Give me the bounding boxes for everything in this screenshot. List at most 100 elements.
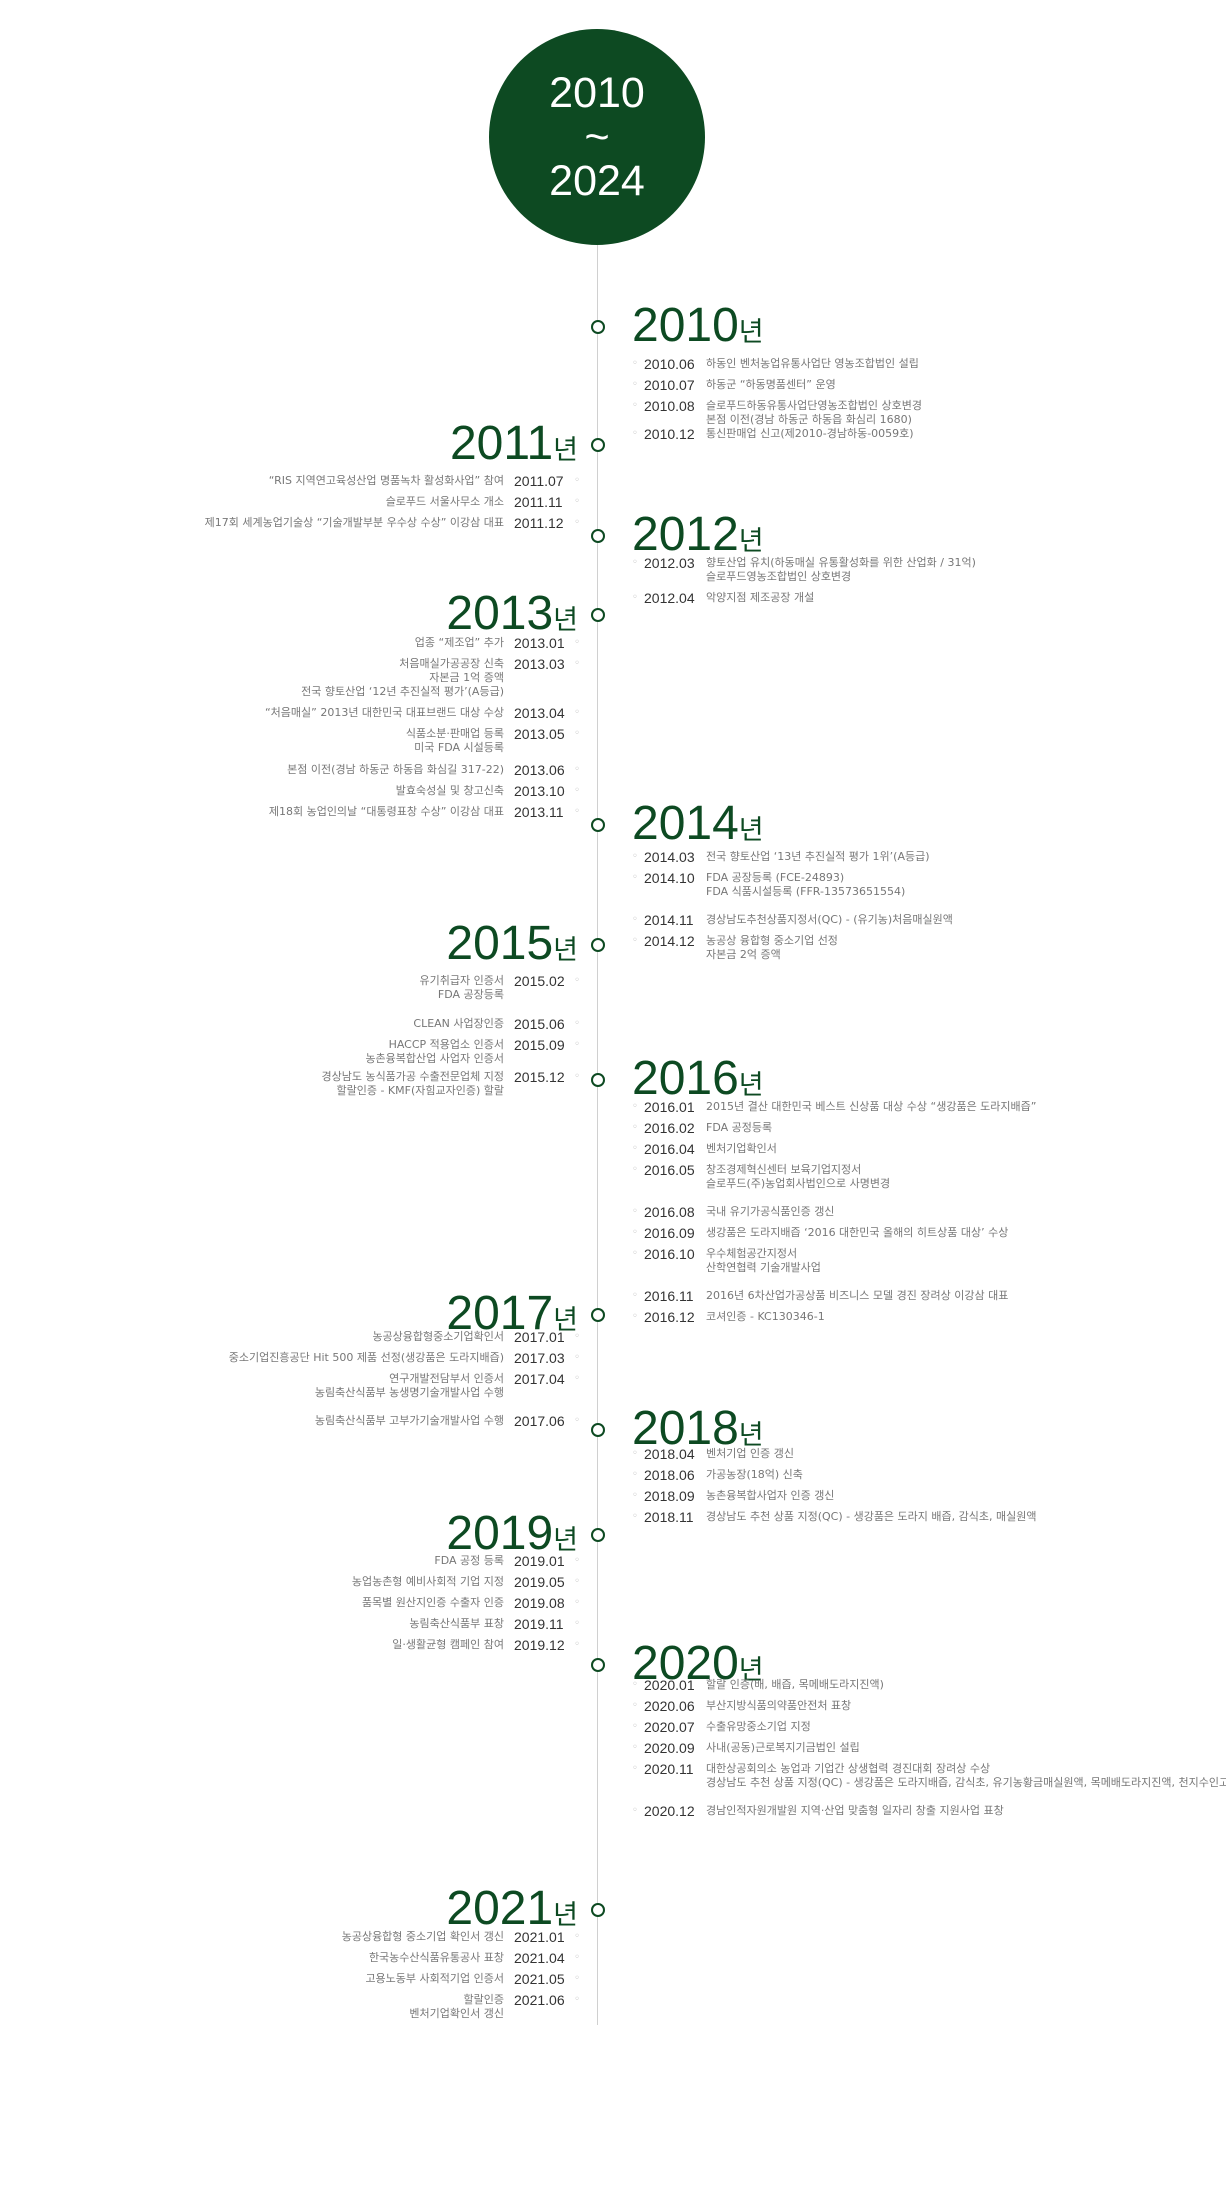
timeline-event: ◦ 2016.10 우수체험공간지정서 산학연협력 기술개발사업 [632, 1247, 821, 1275]
year-suffix: 년 [738, 1420, 764, 1450]
event-description: 수출유망중소기업 지정 [706, 1720, 811, 1734]
event-description: 본점 이전(경남 하동군 하동읍 화심길 317-22) [287, 763, 504, 777]
year-marker-2016 [591, 1073, 605, 1087]
event-text-line: CLEAN 사업장인증 [413, 1017, 504, 1030]
event-text-line: 농림축산식품부 농생명기술개발사업 수행 [314, 1386, 504, 1399]
event-text-line: 전국 향토산업 ‘13년 추진실적 평가 1위’(A등급) [706, 850, 930, 863]
event-bullet-icon: ◦ [574, 1639, 580, 1650]
timeline-event: ◦ 2020.12 경남인적자원개발원 지역·산업 맞춤형 일자리 창출 지원사업 … [632, 1804, 1004, 1818]
year-heading-2021: 2021년 [446, 1885, 578, 1933]
event-description: 생강품은 도라지배즙 ‘2016 대한민국 올해의 히트상품 대상’ 수상 [706, 1226, 1008, 1240]
year-suffix: 년 [738, 815, 764, 845]
event-description: 할랄인증 벤처기업확인서 갱신 [409, 1993, 504, 2021]
event-bullet-icon: ◦ [574, 1039, 580, 1050]
event-bullet-icon: ◦ [574, 764, 580, 775]
year-heading-2011: 2011년 [450, 420, 578, 468]
year-heading-2019: 2019년 [446, 1510, 578, 1558]
event-date: 2017.06 [514, 1413, 565, 1429]
event-description: 벤처기업확인서 [706, 1142, 777, 1156]
event-bullet-icon: ◦ [574, 517, 580, 528]
event-text-line: 사내(공동)근로복지기금법인 설립 [706, 1741, 860, 1754]
timeline-event: 경상남도 농식품가공 수출전문업체 지정 할랄인증 - KMF(자힘교자인증) 할… [321, 1070, 580, 1098]
event-bullet-icon: ◦ [574, 1352, 580, 1363]
event-text-line: 산학연협력 기술개발사업 [706, 1261, 821, 1274]
event-description: 한국농수산식품유통공사 표창 [369, 1951, 504, 1965]
event-date: 2016.12 [644, 1309, 695, 1325]
event-text-line: 고용노동부 사회적기업 인증서 [365, 1972, 504, 1985]
event-bullet-icon: ◦ [632, 1763, 638, 1774]
event-date: 2013.04 [514, 705, 565, 721]
timeline-event: ◦ 2016.04 벤처기업확인서 [632, 1142, 777, 1156]
event-description: 처음매실가공공장 신축 자본금 1억 증액 전국 향토산업 ‘12년 추진실적 평가… [301, 657, 504, 699]
event-text-line: 슬로푸드 서울사무소 개소 [385, 495, 504, 508]
event-description: 경남인적자원개발원 지역·산업 맞춤형 일자리 창출 지원사업 표창 [706, 1804, 1004, 1818]
event-text-line: 경남인적자원개발원 지역·산업 맞춤형 일자리 창출 지원사업 표창 [706, 1804, 1004, 1817]
event-bullet-icon: ◦ [574, 806, 580, 817]
event-text-line: 농림축산식품부 표창 [409, 1617, 504, 1630]
event-description: 악양지점 제조공장 개설 [706, 591, 814, 605]
event-date: 2020.01 [644, 1677, 695, 1693]
event-text-line: 경상남도 농식품가공 수출전문업체 지정 [321, 1070, 504, 1083]
event-text-line: 생강품은 도라지배즙 ‘2016 대한민국 올해의 히트상품 대상’ 수상 [706, 1226, 1009, 1239]
timeline-event: ◦ 2020.07 수출유망중소기업 지정 [632, 1720, 811, 1734]
year-marker-2010 [591, 320, 605, 334]
year-number: 2012 [632, 508, 739, 561]
event-text-line: 수출유망중소기업 지정 [706, 1720, 811, 1733]
event-bullet-icon: ◦ [632, 1164, 638, 1175]
year-marker-2021 [591, 1903, 605, 1917]
year-number: 2018 [632, 1402, 739, 1455]
year-marker-2013 [591, 608, 605, 622]
event-bullet-icon: ◦ [632, 379, 638, 390]
event-date: 2012.04 [644, 590, 695, 606]
event-description: 경상남도 추천 상품 지정(QC) - 생강품은 도라지 배즙, 감식초, 매실… [706, 1510, 1036, 1524]
event-description: 농업농촌형 예비사회적 기업 지정 [352, 1575, 504, 1589]
event-text-line: 슬로푸드영농조합법인 상호변경 [706, 570, 852, 583]
event-description: 전국 향토산업 ‘13년 추진실적 평가 1위’(A등급) [706, 850, 930, 864]
year-heading-2017: 2017년 [446, 1290, 578, 1338]
timeline-event: 슬로푸드 서울사무소 개소 2011.11 ◦ [386, 495, 580, 509]
event-date: 2020.11 [644, 1761, 694, 1777]
timeline-event: 발효숙성실 및 창고신축 2013.10 ◦ [396, 784, 580, 798]
event-description: “RIS 지역연고육성산업 명품녹차 활성화사업” 참여 [269, 474, 504, 488]
event-bullet-icon: ◦ [574, 1373, 580, 1384]
year-heading-2010: 2010년 [632, 302, 764, 350]
event-description: 2016년 6차산업가공상품 비즈니스 모델 경진 장려상 이강삼 대표 [706, 1289, 1008, 1303]
timeline-event: 일·생활균형 캠페인 참여 2019.12 ◦ [392, 1638, 580, 1652]
year-heading-2018: 2018년 [632, 1405, 764, 1453]
year-suffix: 년 [553, 435, 578, 465]
timeline-event: “처음매실” 2013년 대한민국 대표브랜드 대상 수상 2013.04 ◦ [265, 706, 580, 720]
timeline-event: FDA 공정 등록 2019.01 ◦ [434, 1554, 580, 1568]
event-bullet-icon: ◦ [574, 1555, 580, 1566]
event-text-line: 농업농촌형 예비사회적 기업 지정 [351, 1575, 504, 1588]
event-date: 2015.12 [514, 1069, 565, 1085]
event-text-line: 발효숙성실 및 창고신축 [395, 784, 504, 797]
event-bullet-icon: ◦ [632, 1290, 638, 1301]
event-date: 2016.09 [644, 1225, 695, 1241]
event-date: 2016.01 [644, 1099, 695, 1115]
event-text-line: 부산지방식품의약품안전처 표창 [706, 1699, 852, 1712]
event-description: 가공농장(18억) 신축 [706, 1468, 803, 1482]
event-date: 2019.05 [514, 1574, 565, 1590]
timeline-event: 연구개발전담부서 인증서 농림축산식품부 농생명기술개발사업 수행 2017.04 ◦ [315, 1372, 580, 1400]
timeline-event: 농업농촌형 예비사회적 기업 지정 2019.05 ◦ [352, 1575, 580, 1589]
event-date: 2016.05 [644, 1162, 695, 1178]
event-description: FDA 공정 등록 [434, 1554, 504, 1568]
timeline-event: 제18회 농업인의날 “대통령표창 수상” 이강삼 대표 2013.11 ◦ [269, 805, 580, 819]
event-bullet-icon: ◦ [632, 557, 638, 568]
event-bullet-icon: ◦ [632, 1805, 638, 1816]
timeline-event: ◦ 2020.11 대한상공회의소 농업과 기업간 상생협력 경진대회 장려상 수상… [632, 1762, 1226, 1790]
event-description: 발효숙성실 및 창고신축 [396, 784, 504, 798]
event-bullet-icon: ◦ [632, 1101, 638, 1112]
year-marker-2017 [591, 1308, 605, 1322]
event-date: 2016.04 [644, 1141, 695, 1157]
event-bullet-icon: ◦ [632, 592, 638, 603]
event-date: 2013.03 [514, 656, 565, 672]
event-date: 2011.12 [514, 515, 564, 531]
timeline-event: 농공상융합형중소기업확인서 2017.01 ◦ [372, 1330, 580, 1344]
timeline-event: HACCP 적용업소 인증서 농촌융복합산업 사업자 인증서 2015.09 ◦ [365, 1038, 580, 1066]
timeline-event: ◦ 2020.09 사내(공동)근로복지기금법인 설립 [632, 1741, 860, 1755]
event-description: 벤처기업 인증 갱신 [706, 1447, 794, 1461]
year-heading-2020: 2020년 [632, 1640, 764, 1688]
event-description: CLEAN 사업장인증 [413, 1017, 504, 1031]
event-text-line: 제17회 세계농업기술상 “기술개발부분 우수상 수상” 이강삼 대표 [204, 516, 504, 529]
